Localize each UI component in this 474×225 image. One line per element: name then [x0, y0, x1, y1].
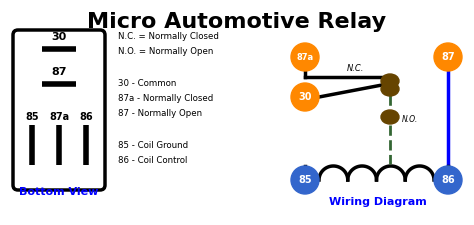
Text: Bottom View: Bottom View	[19, 187, 99, 197]
FancyBboxPatch shape	[13, 30, 105, 190]
Ellipse shape	[381, 74, 399, 88]
Text: 85: 85	[298, 175, 312, 185]
Text: 85: 85	[25, 112, 39, 122]
Ellipse shape	[381, 82, 399, 96]
Text: 85 - Coil Ground: 85 - Coil Ground	[118, 140, 188, 149]
Text: 87 - Normally Open: 87 - Normally Open	[118, 110, 202, 119]
Text: 87a: 87a	[296, 52, 314, 61]
Circle shape	[291, 166, 319, 194]
Text: 87: 87	[51, 67, 67, 77]
Ellipse shape	[381, 110, 399, 124]
Circle shape	[434, 43, 462, 71]
Text: N.C. = Normally Closed: N.C. = Normally Closed	[118, 32, 219, 41]
Text: 87: 87	[441, 52, 455, 62]
Text: 86: 86	[441, 175, 455, 185]
Text: 87a: 87a	[49, 112, 69, 122]
Text: 30 - Common: 30 - Common	[118, 79, 176, 88]
Text: N.O. = Normally Open: N.O. = Normally Open	[118, 47, 213, 56]
Circle shape	[291, 43, 319, 71]
Text: 86 - Coil Control: 86 - Coil Control	[118, 156, 187, 165]
Text: Wiring Diagram: Wiring Diagram	[329, 197, 427, 207]
Text: 86: 86	[79, 112, 93, 122]
Text: Micro Automotive Relay: Micro Automotive Relay	[87, 12, 387, 32]
Circle shape	[434, 166, 462, 194]
Text: 87a - Normally Closed: 87a - Normally Closed	[118, 94, 213, 103]
Text: 30: 30	[51, 32, 67, 42]
Text: N.O.: N.O.	[402, 115, 418, 124]
Text: N.C.: N.C.	[346, 64, 364, 73]
Text: 30: 30	[298, 92, 312, 102]
Circle shape	[291, 83, 319, 111]
